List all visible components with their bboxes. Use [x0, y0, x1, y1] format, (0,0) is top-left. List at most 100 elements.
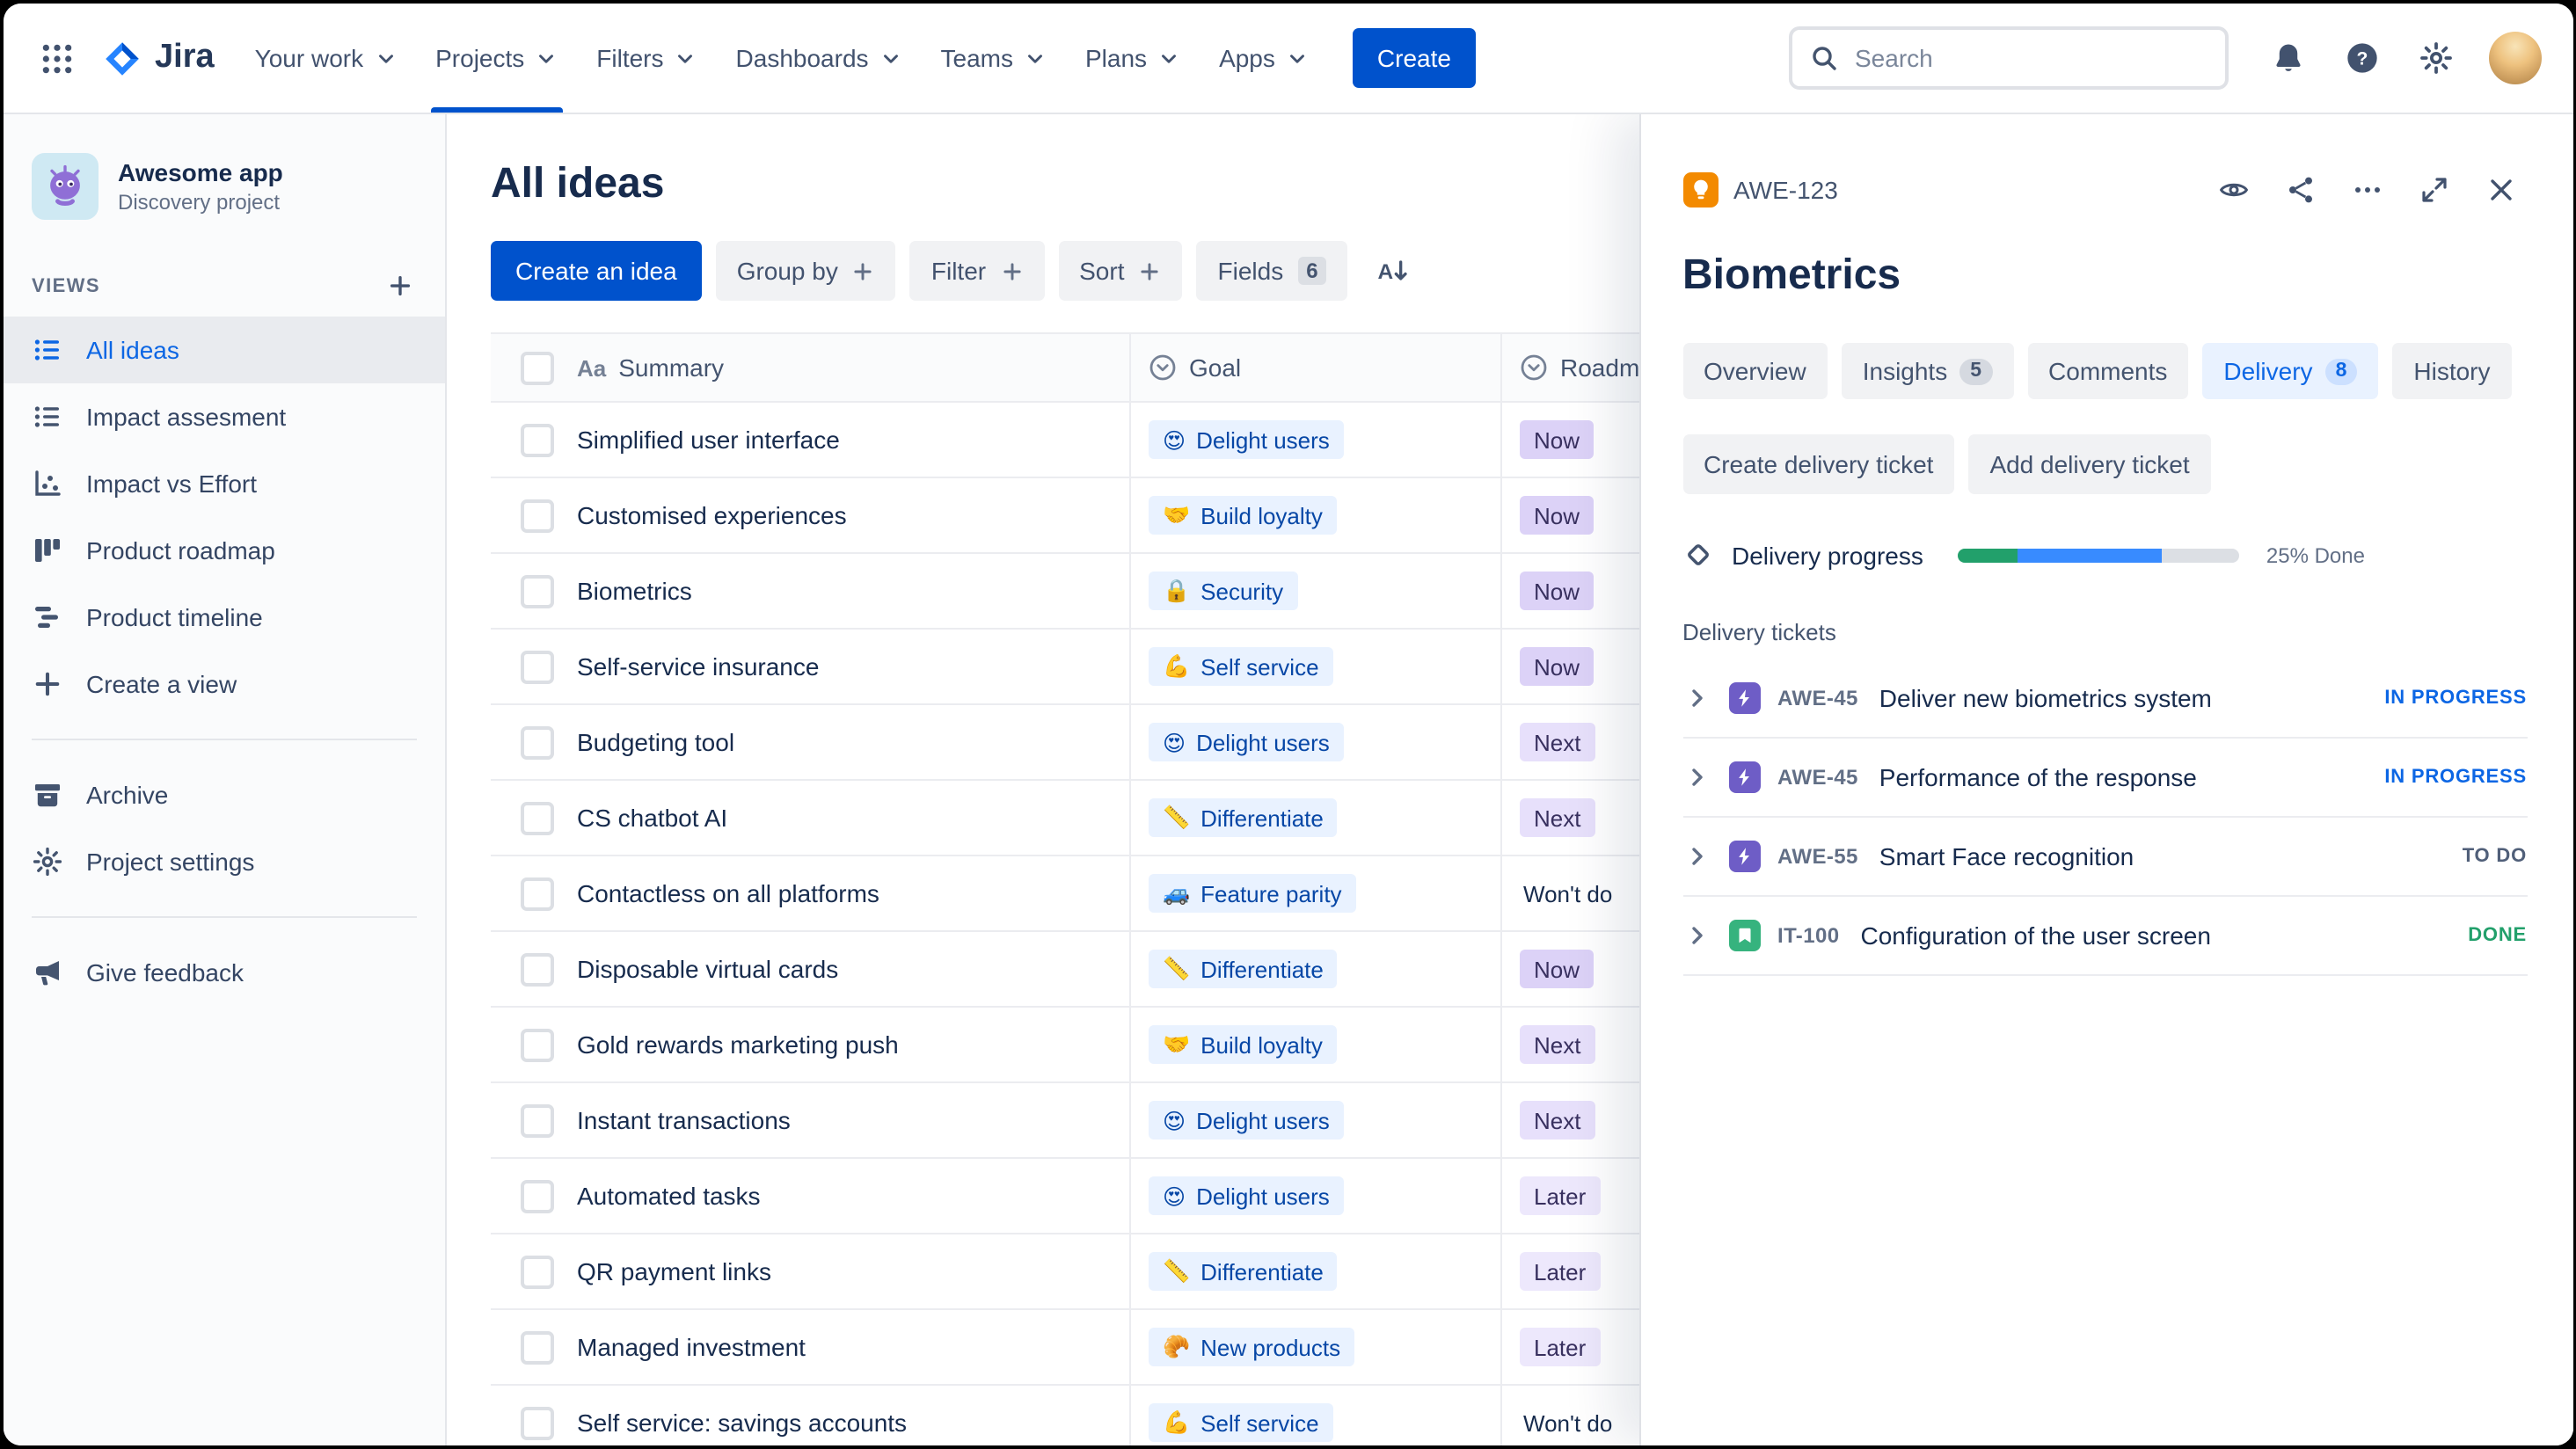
- goal-chip[interactable]: 😍 Delight users: [1149, 723, 1344, 761]
- goal-chip[interactable]: 📏 Differentiate: [1149, 1252, 1338, 1291]
- goal-chip[interactable]: 💪 Self service: [1149, 647, 1333, 686]
- add-view-button[interactable]: [383, 269, 417, 302]
- summary-column-header[interactable]: Aa Summary: [491, 334, 1131, 401]
- create-button[interactable]: Create: [1352, 28, 1476, 88]
- goal-chip[interactable]: 🤝 Build loyalty: [1149, 1025, 1337, 1064]
- chevron-right-icon[interactable]: [1682, 842, 1711, 870]
- roadmap-chip[interactable]: Next: [1520, 1101, 1595, 1140]
- tab-comments[interactable]: Comments: [2027, 343, 2189, 399]
- app-switcher-button[interactable]: [25, 4, 88, 113]
- roadmap-chip[interactable]: Later: [1520, 1176, 1601, 1215]
- roadmap-chip[interactable]: Later: [1520, 1252, 1601, 1291]
- settings-button[interactable]: [2404, 39, 2467, 77]
- goal-column-header[interactable]: Goal: [1131, 334, 1502, 401]
- delivery-ticket-row[interactable]: AWE-45 Performance of the response IN PR…: [1682, 739, 2527, 818]
- nav-item-filters[interactable]: Filters: [577, 4, 716, 113]
- row-checkbox[interactable]: [521, 725, 554, 759]
- row-checkbox[interactable]: [521, 877, 554, 910]
- sort-button[interactable]: Sort: [1058, 241, 1183, 301]
- delivery-ticket-row[interactable]: AWE-45 Deliver new biometrics system IN …: [1682, 659, 2527, 739]
- watch-button[interactable]: [2207, 164, 2259, 216]
- more-actions-button[interactable]: [2340, 164, 2393, 216]
- goal-chip[interactable]: 🥐 New products: [1149, 1328, 1355, 1366]
- expand-button[interactable]: [2407, 164, 2460, 216]
- help-button[interactable]: ?: [2330, 39, 2393, 77]
- nav-item-projects[interactable]: Projects: [416, 4, 577, 113]
- goal-chip[interactable]: 😍 Delight users: [1149, 1176, 1344, 1215]
- create-idea-button[interactable]: Create an idea: [491, 241, 702, 301]
- goal-chip[interactable]: 📏 Differentiate: [1149, 798, 1338, 837]
- select-all-checkbox[interactable]: [521, 351, 554, 384]
- goal-chip[interactable]: 😍 Delight users: [1149, 420, 1344, 459]
- row-checkbox[interactable]: [521, 1406, 554, 1439]
- roadmap-chip[interactable]: Won't do: [1523, 880, 1613, 907]
- sidebar-item-product-roadmap[interactable]: Product roadmap: [4, 517, 445, 584]
- row-checkbox[interactable]: [521, 423, 554, 456]
- nav-item-apps[interactable]: Apps: [1200, 4, 1328, 113]
- goal-chip[interactable]: 🔒 Security: [1149, 572, 1298, 610]
- user-avatar[interactable]: [2488, 32, 2541, 84]
- nav-item-dashboards[interactable]: Dashboards: [717, 4, 922, 113]
- roadmap-chip[interactable]: Next: [1520, 798, 1595, 837]
- sidebar-item-all-ideas[interactable]: All ideas: [4, 317, 445, 383]
- sidebar-item-project-settings[interactable]: Project settings: [4, 828, 445, 895]
- notifications-button[interactable]: [2256, 39, 2319, 77]
- add-delivery-ticket-button[interactable]: Add delivery ticket: [1968, 434, 2211, 494]
- row-checkbox[interactable]: [521, 1330, 554, 1364]
- row-checkbox[interactable]: [521, 650, 554, 683]
- goal-chip[interactable]: 😍 Delight users: [1149, 1101, 1344, 1140]
- chevron-right-icon[interactable]: [1682, 921, 1711, 950]
- close-panel-button[interactable]: [2474, 164, 2527, 216]
- nav-item-teams[interactable]: Teams: [922, 4, 1066, 113]
- group-by-button[interactable]: Group by: [715, 241, 896, 301]
- filter-button[interactable]: Filter: [909, 241, 1045, 301]
- nav-item-your-work[interactable]: Your work: [236, 4, 417, 113]
- sidebar-item-create-a-view[interactable]: Create a view: [4, 651, 445, 717]
- row-checkbox[interactable]: [521, 574, 554, 608]
- table-row[interactable]: Contactless on all platforms 🚙 Feature p…: [491, 856, 1951, 932]
- row-checkbox[interactable]: [521, 1103, 554, 1137]
- roadmap-chip[interactable]: Later: [1520, 1328, 1601, 1366]
- sort-az-button[interactable]: A: [1362, 241, 1422, 301]
- row-checkbox[interactable]: [521, 952, 554, 986]
- row-checkbox[interactable]: [521, 801, 554, 834]
- tab-insights[interactable]: Insights 5: [1841, 343, 2014, 399]
- tab-overview[interactable]: Overview: [1682, 343, 1828, 399]
- roadmap-chip[interactable]: Won't do: [1523, 1409, 1613, 1436]
- roadmap-chip[interactable]: Now: [1520, 496, 1594, 535]
- delivery-ticket-row[interactable]: AWE-55 Smart Face recognition TO DO: [1682, 818, 2527, 897]
- goal-chip[interactable]: 💪 Self service: [1149, 1403, 1333, 1442]
- search-box[interactable]: [1788, 26, 2228, 90]
- roadmap-chip[interactable]: Now: [1520, 572, 1594, 610]
- goal-chip[interactable]: 📏 Differentiate: [1149, 950, 1338, 988]
- sidebar-item-product-timeline[interactable]: Product timeline: [4, 584, 445, 651]
- sidebar-item-impact-vs-effort[interactable]: Impact vs Effort: [4, 450, 445, 517]
- create-delivery-ticket-button[interactable]: Create delivery ticket: [1682, 434, 1955, 494]
- roadmap-chip[interactable]: Now: [1520, 420, 1594, 459]
- row-checkbox[interactable]: [521, 499, 554, 532]
- goal-chip[interactable]: 🚙 Feature parity: [1149, 874, 1356, 913]
- issue-key-group[interactable]: AWE-123: [1682, 172, 1838, 208]
- roadmap-chip[interactable]: Now: [1520, 950, 1594, 988]
- search-input[interactable]: [1851, 42, 2207, 74]
- row-checkbox[interactable]: [521, 1255, 554, 1288]
- project-header[interactable]: Awesome app Discovery project: [4, 142, 445, 241]
- roadmap-chip[interactable]: Now: [1520, 647, 1594, 686]
- fields-button[interactable]: Fields 6: [1196, 241, 1348, 301]
- chevron-right-icon[interactable]: [1682, 684, 1711, 712]
- jira-logo[interactable]: Jira: [88, 4, 236, 113]
- chevron-right-icon[interactable]: [1682, 763, 1711, 791]
- goal-chip[interactable]: 🤝 Build loyalty: [1149, 496, 1337, 535]
- row-checkbox[interactable]: [521, 1028, 554, 1061]
- roadmap-chip[interactable]: Next: [1520, 1025, 1595, 1064]
- row-checkbox[interactable]: [521, 1179, 554, 1212]
- delivery-ticket-row[interactable]: IT-100 Configuration of the user screen …: [1682, 897, 2527, 976]
- sidebar-item-archive[interactable]: Archive: [4, 761, 445, 828]
- sidebar-item-impact-assesment[interactable]: Impact assesment: [4, 383, 445, 450]
- roadmap-chip[interactable]: Next: [1520, 723, 1595, 761]
- tab-history[interactable]: History: [2392, 343, 2512, 399]
- sidebar-item-give-feedback[interactable]: Give feedback: [4, 939, 445, 1006]
- tab-delivery[interactable]: Delivery 8: [2202, 343, 2379, 399]
- nav-item-plans[interactable]: Plans: [1066, 4, 1200, 113]
- share-button[interactable]: [2273, 164, 2326, 216]
